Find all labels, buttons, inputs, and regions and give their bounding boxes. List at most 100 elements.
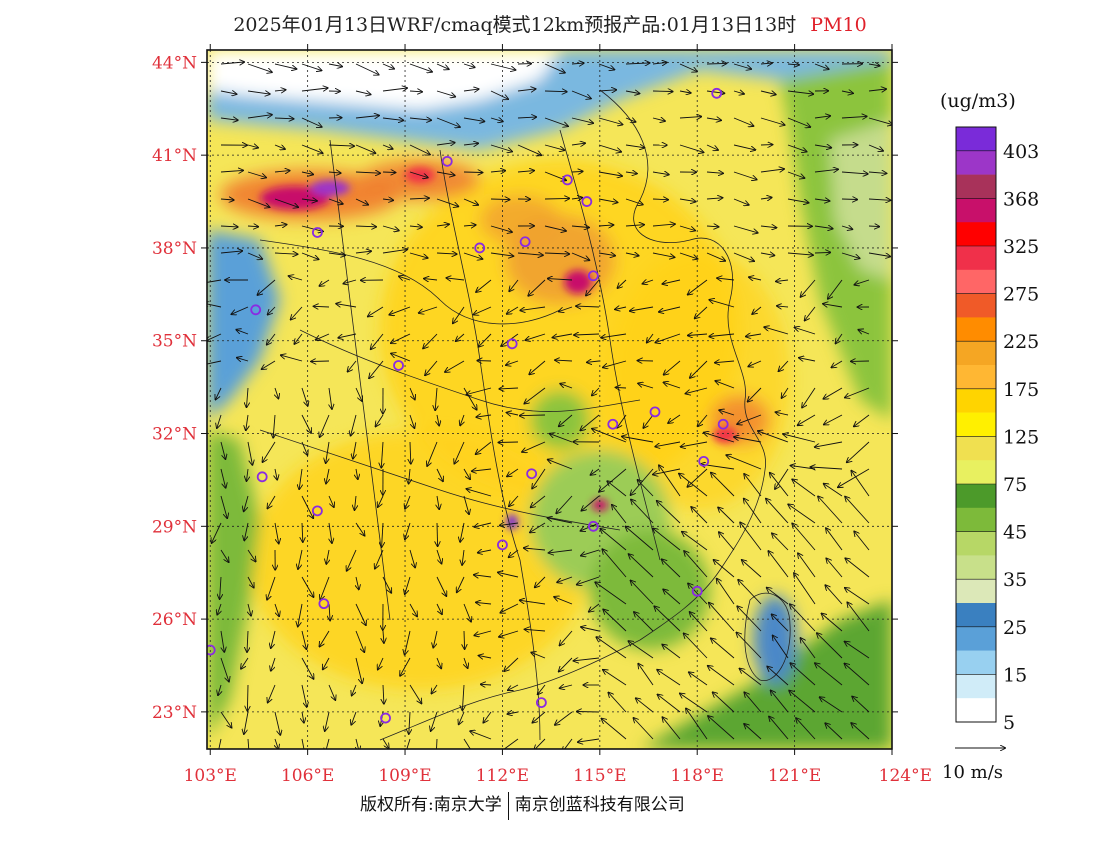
wind-arrow [574,658,600,661]
wind-arrow [733,117,753,126]
wind-arrow [688,468,708,487]
wind-arrow [479,333,492,347]
wind-arrow [598,253,615,256]
lon-label: 124°E [879,766,932,786]
wind-arrow [695,306,708,318]
legend-swatch [956,198,996,223]
wind-arrow [301,172,313,174]
wind-arrow [355,630,364,652]
wind-arrow [799,358,816,361]
wind-arrow [328,684,335,700]
wind-arrow [275,468,277,480]
wind-arrow [474,575,492,577]
wind-arrow [220,441,225,459]
wind-arrow [663,717,681,740]
wind-arrow [770,473,789,497]
wind-arrow [559,414,573,426]
wind-arrow [858,330,870,334]
wind-arrow [220,495,227,518]
wind-arrow [826,559,843,578]
wind-arrow [706,144,718,150]
wind-arrow [336,304,357,307]
wind-arrow [679,225,695,231]
wind-arrow [571,171,583,172]
wind-arrow [436,549,442,564]
wind-arrow [625,118,636,122]
wind-arrow [709,603,735,632]
wind-arrow [220,199,234,200]
wind-arrow [598,225,613,226]
wind-arrow [854,414,870,426]
wind-arrow [463,225,476,226]
wind-arrow [571,143,585,145]
wind-arrow [823,304,843,307]
wind-arrow [760,91,776,95]
wind-arrow [560,630,573,645]
legend-label: 403 [1003,141,1039,163]
wind-arrow [506,360,519,365]
wind-arrow [544,198,569,199]
wind-arrow [409,91,422,92]
wind-vectors [207,62,892,749]
wind-arrow [273,414,275,438]
wind-scale-label: 10 m/s [942,762,1003,783]
wind-arrow [792,524,816,551]
wind-arrow [517,117,536,118]
station-marker [311,505,323,517]
wind-arrow [382,172,395,173]
wind-arrow [498,738,519,749]
legend-swatch [956,555,996,580]
wind-arrow [298,603,303,626]
wind-arrow [734,437,762,443]
wind-arrow [274,603,279,616]
wind-arrow [824,414,843,425]
taiwan-outline [744,592,791,682]
province-line-1 [259,239,561,325]
wind-arrow [382,118,403,120]
wind-arrow [433,630,438,648]
wind-arrow [629,554,654,578]
wind-arrow [668,414,681,423]
wind-arrow [679,91,691,93]
wind-arrow [528,279,546,296]
company-text: 南京创蓝科技有限公司 [514,795,685,815]
wind-arrow [638,480,654,497]
wind-arrow [437,522,438,546]
wind-arrow [490,171,505,172]
wind-arrow [815,441,843,447]
wind-arrow [550,434,573,443]
wind-arrow [347,549,357,571]
wind-arrow [652,252,674,257]
wind-arrow [847,603,870,632]
wind-arrow [391,333,411,343]
wind-arrow [796,718,816,740]
wind-arrow [868,117,892,125]
wind-arrow [409,226,422,227]
wind-arrow [824,387,843,399]
wind-arrow [733,171,757,180]
wind-arrow [713,692,735,713]
wind-arrow [598,117,622,125]
wind-arrow [436,468,443,481]
station-marker [441,155,453,167]
wind-arrow [758,431,789,443]
wind-arrow [826,528,843,551]
wind-arrow [247,630,248,652]
wind-arrow [742,560,762,578]
wind-arrow [625,225,644,226]
legend-swatch [956,698,996,723]
wind-arrow [216,387,222,400]
wind-arrow [344,280,357,284]
wind-arrow [383,684,384,704]
legend-label: 75 [1003,474,1027,496]
wind-arrow [535,576,546,587]
wind-arrow [463,64,475,67]
wind-arrow [577,712,600,713]
legend-label: 5 [1003,712,1015,734]
wind-arrow [598,171,622,176]
wind-arrow [838,468,870,487]
wind-arrow [767,667,789,686]
wind-arrow [662,559,681,578]
wind-arrow [356,468,358,479]
wind-arrow [382,199,393,200]
